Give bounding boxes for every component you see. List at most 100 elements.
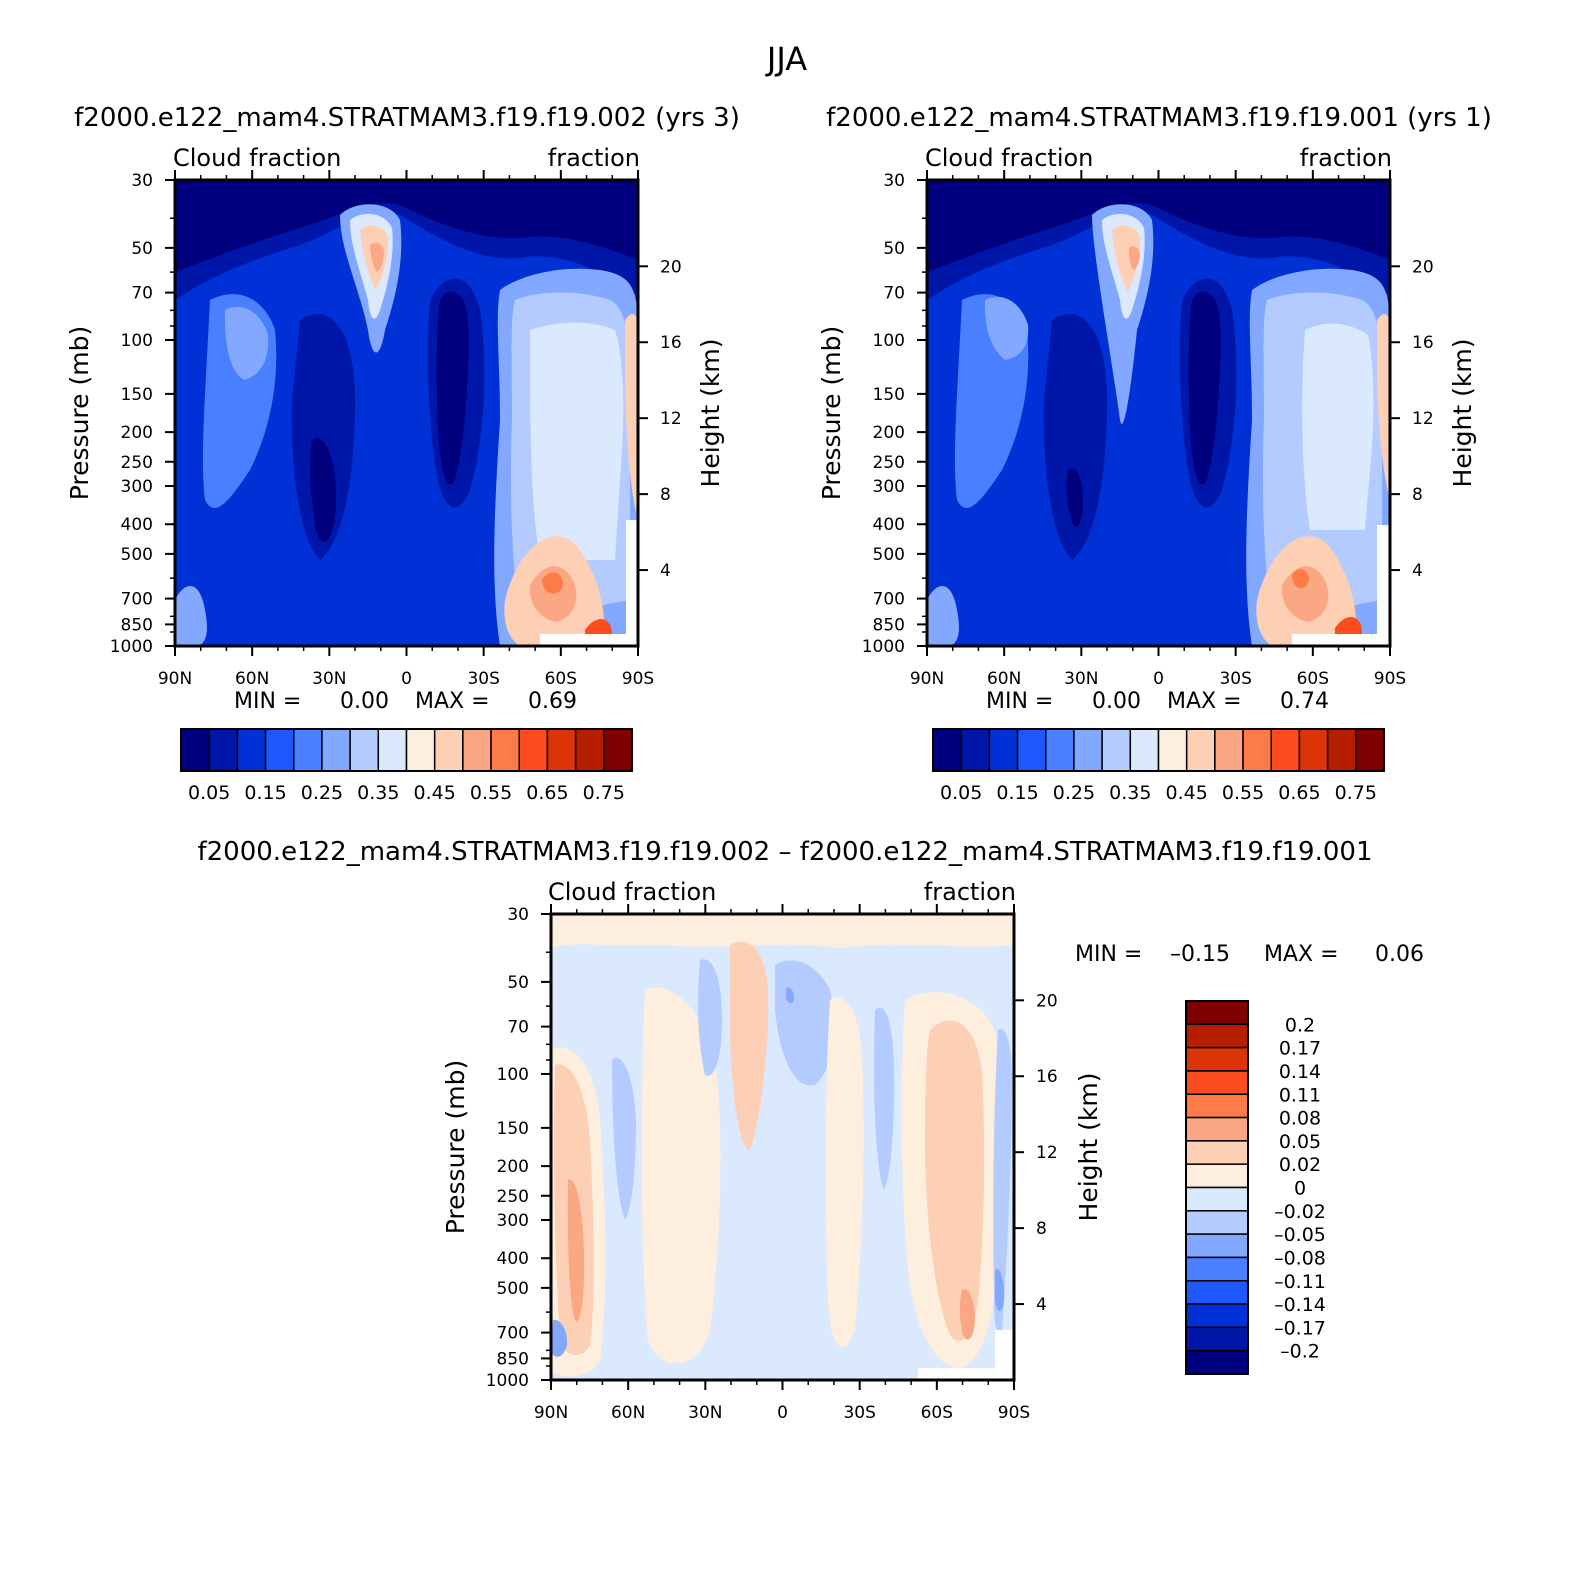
- panel-2-sh-lowcloud-max: [1292, 569, 1309, 589]
- panel-3-colorbar-tick-label: –0.11: [1274, 1271, 1326, 1293]
- panel-1: f2000.e122_mam4.STRATMAM3.f19.f19.002 (y…: [65, 103, 740, 804]
- panel-3-colorbar-tick-label: 0.05: [1279, 1131, 1321, 1153]
- panel-2-colorbar-box: [1016, 728, 1047, 772]
- panel-2-y2-axis-label: Height (km): [1448, 339, 1477, 488]
- panel-1-nh-subtropical-core: [310, 438, 337, 542]
- panel-3-sh-column-negative: [874, 1007, 895, 1190]
- panel-1-missing-data-below-ground: [540, 634, 638, 646]
- panel-3-missing-data-polar: [995, 1330, 1014, 1380]
- panel-2-colorbar-box: [1157, 728, 1188, 772]
- panel-3-midlat-negative: [612, 1057, 636, 1220]
- panel-1-max-value: 0.69: [528, 689, 577, 714]
- panel-2-nh-subtropical-core: [1066, 468, 1084, 527]
- panel-2-sh-midlat-band-3: [1302, 323, 1374, 530]
- panel-2-x-tick-label: 60S: [1297, 669, 1329, 689]
- panel-1-x-tick-label: 0: [401, 669, 412, 689]
- panel-3-missing-data-below-ground: [918, 1368, 1014, 1380]
- panel-3-colorbar-tick-label: –0.17: [1274, 1317, 1326, 1339]
- panel-2-polar-edge: [1377, 314, 1390, 500]
- panel-1-nh-subtropical-low: [291, 313, 355, 560]
- panel-1-max-label: MAX =: [415, 689, 490, 714]
- panel-2-nh-surface-bumps: [927, 586, 959, 646]
- panel-2-title: f2000.e122_mam4.STRATMAM3.f19.f19.001 (y…: [826, 103, 1492, 133]
- panel-2-y2-ticks: 20 16 12 8 4: [1390, 257, 1434, 581]
- panel-3-sh-subtropical-positive: [825, 997, 864, 1347]
- panel-2-colorbar-tick-label: 0.35: [1109, 782, 1151, 804]
- panel-3-colorbar-tick-label: –0.05: [1274, 1224, 1326, 1246]
- panel-3-colorbar-tick-label: 0.2: [1285, 1014, 1315, 1036]
- panel-3-colorbar: 0.20.170.140.110.080.050.020–0.02–0.05–0…: [1185, 1000, 1326, 1375]
- panel-3-y-tick-label: 400: [497, 1249, 529, 1269]
- panel-2-max-value: 0.74: [1280, 689, 1329, 714]
- panel-3-y-tick-label: 70: [507, 1018, 529, 1038]
- panel-1-y-tick-label: 400: [121, 515, 153, 535]
- panel-1-y-tick-label: 100: [121, 331, 153, 351]
- panel-2-y-tick-label: 50: [883, 239, 905, 259]
- panel-1-tropical-plume-max: [370, 242, 384, 272]
- panel-3-y2-tick-label: 8: [1036, 1219, 1047, 1239]
- panel-2-colorbar-tick-label: 0.65: [1278, 782, 1320, 804]
- panel-3-y-tick-label: 300: [497, 1211, 529, 1231]
- panel-3-top-positive-band: [551, 914, 1014, 948]
- panel-3-colorbar-tick-label: 0: [1294, 1178, 1306, 1200]
- panel-3-x-tick-label: 30S: [843, 1403, 875, 1423]
- panel-3-x-tick-label: 90S: [998, 1403, 1030, 1423]
- panel-1-title: f2000.e122_mam4.STRATMAM3.f19.f19.002 (y…: [74, 103, 740, 133]
- panel-2-colorbar-box: [1185, 728, 1216, 772]
- panel-2-colorbar-tick-label: 0.55: [1222, 782, 1264, 804]
- panel-3-y2-tick-label: 20: [1036, 991, 1058, 1011]
- panel-1-colorbar-frame: [180, 728, 633, 772]
- panel-1-nh-surface-bumps: [175, 586, 207, 646]
- panel-3-x-ticks: 90N 60N 30N 0 30S 60S 90S: [534, 904, 1030, 1423]
- panel-3-colorbar-box: [1185, 1233, 1249, 1259]
- panel-1-colorbar-tick-label: 0.05: [188, 782, 230, 804]
- panel-1-y-tick-label: 500: [121, 545, 153, 565]
- panel-1-x-tick-label: 60N: [235, 669, 269, 689]
- panel-1-min-value: 0.00: [340, 689, 389, 714]
- panel-2-tropical-plume-3: [1112, 225, 1141, 292]
- panel-1-y-tick-label: 700: [121, 590, 153, 610]
- panel-3-colorbar-box: [1185, 1349, 1249, 1375]
- panel-2-colorbar: 0.05 0.15 0.25 0.35 0.45 0.55 0.65 0.75: [932, 728, 1385, 804]
- panel-1-y2-tick-label: 20: [660, 257, 682, 277]
- panel-3-x-tick-label: 0: [777, 1403, 788, 1423]
- panel-1-polar-edge: [625, 314, 638, 520]
- panel-1-colorbar-box: [574, 728, 605, 772]
- panel-1-colorbar-box: [405, 728, 436, 772]
- panel-1-right-label: fraction: [548, 144, 640, 172]
- panel-3-y-tick-label: 100: [497, 1065, 529, 1085]
- panel-2-colorbar-box: [1298, 728, 1329, 772]
- panel-2-y-tick-label: 300: [873, 477, 905, 497]
- panel-1-y2-axis-label: Height (km): [696, 339, 725, 488]
- panel-3-colorbar-box: [1185, 1070, 1249, 1095]
- panel-1-sh-midlat-band-3: [530, 322, 624, 560]
- panel-2-stratosphere-core: [927, 180, 1390, 272]
- panel-3-min-value: –0.15: [1170, 942, 1230, 967]
- panel-2-y-tick-label: 30: [883, 171, 905, 191]
- panel-2-colorbar-frame: [932, 728, 1385, 772]
- panel-3-y2-tick-label: 4: [1036, 1295, 1047, 1315]
- panel-1-colorbar-box: [321, 728, 351, 772]
- panel-1-missing-data-polar: [626, 520, 638, 646]
- panel-2-colorbar-tick-label: 0.05: [940, 782, 982, 804]
- panel-1-y-tick-label: 150: [121, 385, 153, 405]
- panel-2-sh-subtropical-core: [1188, 291, 1221, 485]
- panel-1-y-axis-label: Pressure (mb): [65, 326, 94, 500]
- panel-1-colorbar-box: [462, 728, 492, 772]
- panel-3-colorbar-tick-label: –0.02: [1274, 1201, 1326, 1223]
- panel-2-right-label: fraction: [1300, 144, 1392, 172]
- panel-2-x-tick-label: 30S: [1219, 669, 1251, 689]
- panel-1-colorbar-box: [349, 728, 380, 772]
- panel-1-colorbar-box: [490, 728, 520, 772]
- panel-1-x-tick-label: 30N: [312, 669, 346, 689]
- panel-3-colorbar-box: [1185, 1046, 1249, 1072]
- panel-3-colorbar-tick-label: 0.08: [1279, 1108, 1321, 1130]
- panel-2-colorbar-tick-label: 0.15: [996, 782, 1038, 804]
- panel-3-polar-negative-spot: [995, 1269, 1005, 1312]
- panel-3-min-label: MIN =: [1075, 942, 1142, 967]
- panel-1-left-label: Cloud fraction: [173, 144, 341, 172]
- panel-3-y2-tick-label: 16: [1036, 1067, 1058, 1087]
